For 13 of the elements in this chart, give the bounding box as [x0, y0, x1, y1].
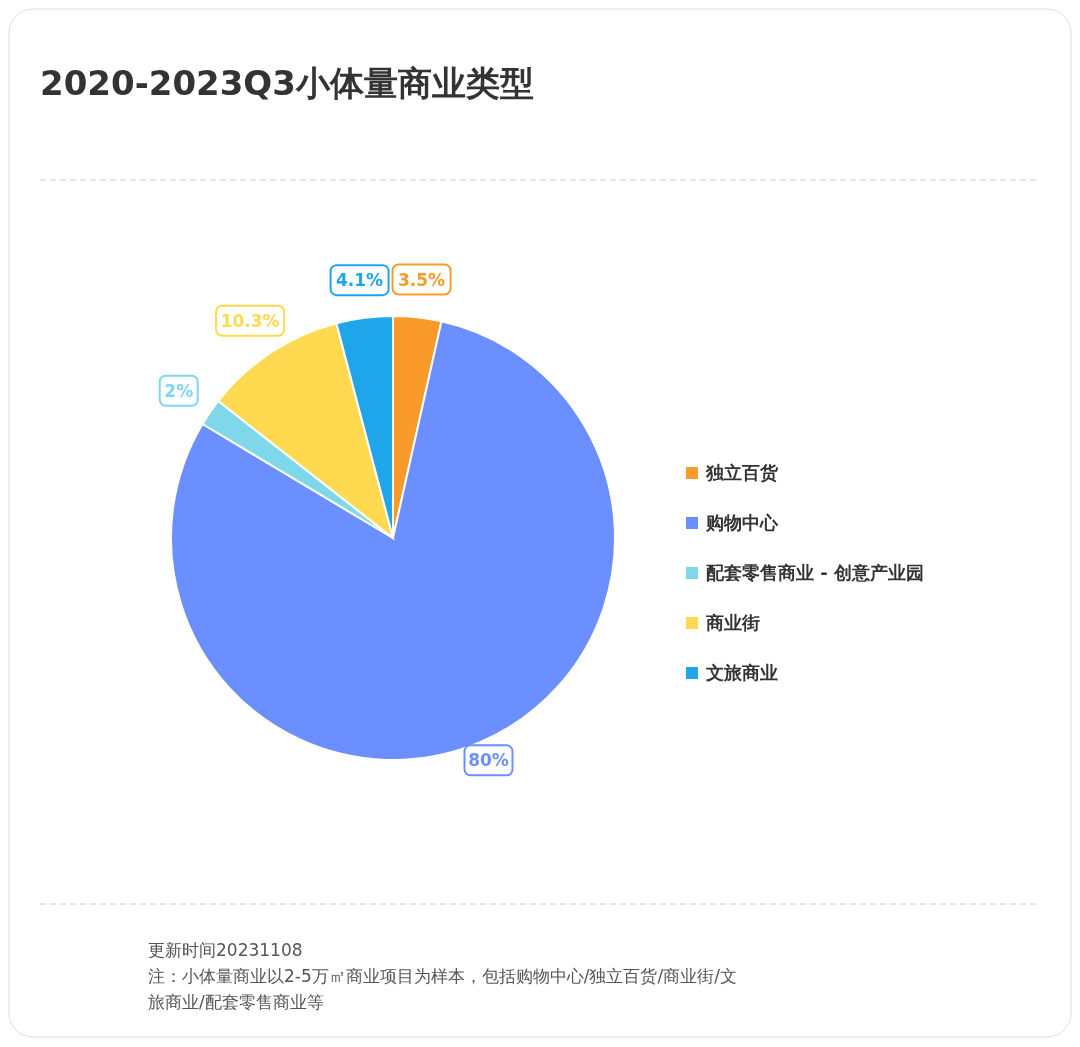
- legend-label: 购物中心: [705, 512, 779, 533]
- text: 注：小体量商业以2-5万㎡商业项目为样本，包括购物中心/独立百货/商业街/文旅商业/配套零售商业等: [148, 966, 737, 1012]
- chart-title: 2020-2023Q3小体量商业类型: [40, 63, 534, 103]
- legend-label: 配套零售商业 - 创意产业园: [706, 562, 925, 583]
- text: 更新时间20231108: [148, 940, 303, 960]
- legend-label: 商业街: [705, 612, 760, 633]
- legend-label: 独立百货: [705, 462, 779, 483]
- data-label: 2%: [164, 380, 194, 401]
- data-label: 10.3%: [220, 310, 280, 331]
- data-label: 4.1%: [335, 270, 384, 291]
- legend-label: 文旅商业: [705, 662, 778, 683]
- data-label: 3.5%: [397, 269, 446, 290]
- data-label: 80%: [468, 750, 509, 771]
